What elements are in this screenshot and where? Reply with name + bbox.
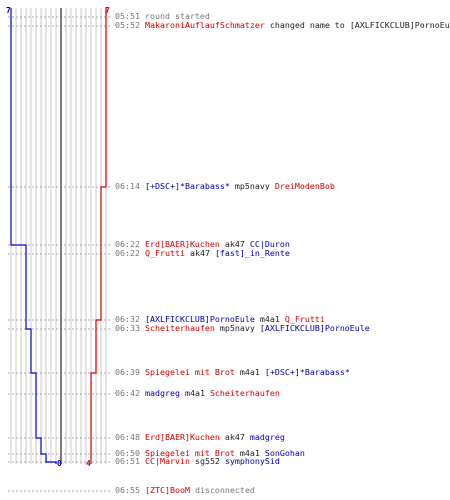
- victim-name: DreiModenBob: [274, 181, 335, 191]
- event-text: changed name to: [269, 20, 345, 30]
- event-row: 06:39 Spiegelei mit Brot m4a1 [+DSC+]*Ba…: [115, 368, 350, 377]
- killer-name: Spiegelei mit Brot: [144, 448, 235, 458]
- event-row: 06:48 Erd[BAER]Kuchen ak47 madgreg: [115, 433, 285, 442]
- event-time: 06:48: [115, 432, 140, 442]
- victim-name: Q_Frutti: [284, 314, 325, 324]
- event-time: 05:51: [115, 11, 140, 21]
- event-time: 06:51: [115, 456, 140, 466]
- killer-name: Q_Frutti: [144, 248, 185, 258]
- old-player-name: MakaroniAuflaufSchmatzer: [144, 20, 265, 30]
- event-separator-lines: [8, 16, 112, 492]
- event-time: 06:39: [115, 367, 140, 377]
- event-text: disconnected: [194, 485, 255, 495]
- victim-name: CC|Duron: [249, 239, 290, 249]
- red-bottom-count: 4: [86, 459, 91, 468]
- event-row: 05:51 round started: [115, 12, 210, 21]
- event-row: 06:22 Erd[BAER]Kuchen ak47 CC|Duron: [115, 240, 290, 249]
- killer-name: CC|Marvin: [144, 456, 190, 466]
- killer-name: madgreg: [144, 388, 180, 398]
- killer-name: Spiegelei mit Brot: [144, 367, 235, 377]
- event-row: 06:55 [ZTC]BooM disconnected: [115, 486, 255, 495]
- weapon-name: ak47: [224, 239, 245, 249]
- victim-name: madgreg: [249, 432, 285, 442]
- event-time: 06:55: [115, 485, 140, 495]
- event-time: 05:52: [115, 20, 140, 30]
- killer-name: Erd[BAER]Kuchen: [144, 239, 220, 249]
- event-text: round started: [144, 11, 210, 21]
- red-team-alive-line: [90, 8, 107, 464]
- event-row: 06:42 madgreg m4a1 Scheiterhaufen: [115, 389, 280, 398]
- event-time: 06:42: [115, 388, 140, 398]
- blue-top-count: 7: [6, 6, 11, 15]
- event-time: 06:14: [115, 181, 140, 191]
- event-row: 06:32 [AXLFICKCLUB]PornoEule m4a1 Q_Frut…: [115, 315, 325, 324]
- killer-name: Scheiterhaufen: [144, 323, 215, 333]
- weapon-name: ak47: [224, 432, 245, 442]
- victim-name: symphonySid: [224, 456, 280, 466]
- weapon-name: m4a1: [259, 314, 280, 324]
- weapon-name: m4a1: [239, 448, 260, 458]
- event-row: 06:33 Scheiterhaufen mp5navy [AXLFICKCLU…: [115, 324, 370, 333]
- victim-name: [+DSC+]*Barabass*: [264, 367, 350, 377]
- weapon-name: mp5navy: [234, 181, 270, 191]
- event-row: 05:52 MakaroniAuflaufSchmatzer changed n…: [115, 21, 450, 30]
- event-row: 06:14 [+DSC+]*Barabass* mp5navy DreiMode…: [115, 182, 335, 191]
- victim-name: Scheiterhaufen: [209, 388, 280, 398]
- killer-name: [+DSC+]*Barabass*: [144, 181, 230, 191]
- weapon-name: sg552: [194, 456, 220, 466]
- weapon-name: ak47: [189, 248, 210, 258]
- event-time: 06:50: [115, 448, 140, 458]
- weapon-name: mp5navy: [219, 323, 255, 333]
- event-row: 06:22 Q_Frutti ak47 [fast]_in_Rente: [115, 249, 290, 258]
- weapon-name: m4a1: [184, 388, 205, 398]
- new-player-name: [AXLFICKCLUB]PornoEu: [349, 20, 450, 30]
- blue-bottom-count: 0: [57, 459, 62, 468]
- victim-name: [fast]_in_Rente: [214, 248, 290, 258]
- victim-name: SonGohan: [264, 448, 305, 458]
- player-name: [ZTC]BooM: [144, 485, 190, 495]
- killer-name: [AXLFICKCLUB]PornoEule: [144, 314, 255, 324]
- victim-name: [AXLFICKCLUB]PornoEule: [259, 323, 370, 333]
- killer-name: Erd[BAER]Kuchen: [144, 432, 220, 442]
- event-time: 06:33: [115, 323, 140, 333]
- event-time: 06:22: [115, 248, 140, 258]
- event-time: 06:22: [115, 239, 140, 249]
- event-row: 06:50 Spiegelei mit Brot m4a1 SonGohan: [115, 449, 305, 458]
- blue-team-alive-line: [10, 8, 57, 464]
- event-time: 06:32: [115, 314, 140, 324]
- event-row: 06:51 CC|Marvin sg552 symphonySid: [115, 457, 280, 466]
- red-top-count: 7: [105, 6, 110, 15]
- weapon-name: m4a1: [239, 367, 260, 377]
